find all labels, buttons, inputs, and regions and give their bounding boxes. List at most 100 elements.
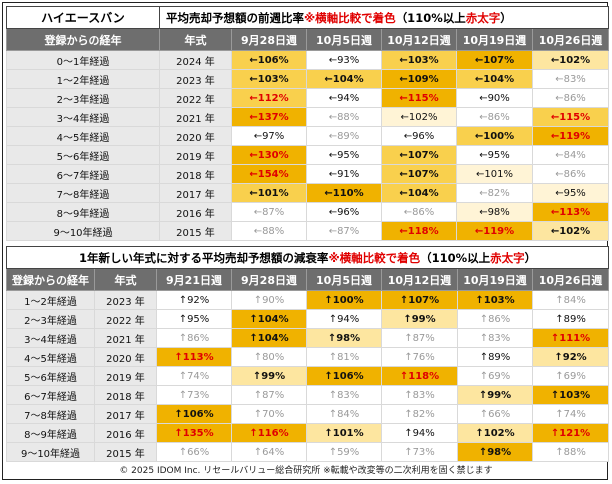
table1-title: 平均売却予想額の前週比率※横軸比較で着色（110%以上赤太字） <box>158 6 610 29</box>
value-cell: ←104% <box>381 183 457 203</box>
value-cell: ←90% <box>456 88 533 108</box>
table-row: 5～6年経過 2019 年 ←130% ←95% ←107% ←95% ←84% <box>6 145 610 165</box>
value-cell: ↑99% <box>457 385 533 405</box>
table-row: 1～2年経過 2023 年 ←103% ←104% ←109% ←104% ←83% <box>6 69 610 89</box>
column-header: 10月5日週 <box>306 268 382 291</box>
model-year: 2016 年 <box>94 423 157 443</box>
value-cell: ↑88% <box>531 442 610 462</box>
table-row: 3～4年経過 2021 年 ←137% ←88% ←102% ←86% ←115% <box>6 107 610 127</box>
vehicle-title: ハイエースバン <box>6 6 160 29</box>
value-cell: ↑74% <box>156 366 232 386</box>
row-label: 1～2年経過 <box>6 290 95 310</box>
row-label: 3～4年経過 <box>6 328 95 348</box>
value-cell: ←87% <box>306 221 382 241</box>
value-cell: ←113% <box>531 202 610 222</box>
value-cell: ↑87% <box>231 385 307 405</box>
value-cell: ←118% <box>381 221 457 241</box>
value-cell: ↑135% <box>156 423 232 443</box>
value-cell: ↑111% <box>531 328 610 348</box>
table1-red-label: 赤太字 <box>465 10 501 25</box>
column-header: 10月19日週 <box>456 28 533 51</box>
value-cell: ←101% <box>456 164 533 184</box>
table-row: 4～5年経過 2020 年 ←97% ←89% ←96% ←100% ←119% <box>6 126 610 146</box>
model-year: 2021 年 <box>94 328 157 348</box>
value-cell: ←103% <box>231 69 307 89</box>
value-cell: ←102% <box>531 221 610 241</box>
table2-title: 1年新しい年式に対する平均売却予想額の減衰率※横軸比較で着色（110%以上赤太字… <box>5 246 610 269</box>
value-cell: ←102% <box>381 107 457 127</box>
row-label: 9～10年経過 <box>6 442 95 462</box>
value-cell: ↑103% <box>531 385 610 405</box>
table-row: 9～10年経過 2015 年 ↑66% ↑64% ↑59% ↑73% ↑98% ↑88% <box>6 442 610 462</box>
column-header: 10月12日週 <box>381 268 458 291</box>
value-cell: ↑69% <box>457 366 533 386</box>
value-cell: ←87% <box>231 202 307 222</box>
value-cell: ←100% <box>456 126 533 146</box>
value-cell: ↑59% <box>306 442 382 462</box>
value-cell: ↑80% <box>231 347 307 367</box>
row-label: 8～9年経過 <box>6 423 95 443</box>
value-cell: ←84% <box>531 145 610 165</box>
value-cell: ←86% <box>456 107 533 127</box>
value-cell: ↑94% <box>306 309 382 329</box>
model-year: 2015 年 <box>94 442 157 462</box>
value-cell: ←107% <box>381 164 457 184</box>
column-header: 10月12日週 <box>381 28 457 51</box>
table2-note: ※横軸比較で着色 <box>328 250 421 265</box>
value-cell: ←115% <box>381 88 457 108</box>
value-cell: ←137% <box>231 107 307 127</box>
value-cell: ↑81% <box>306 347 382 367</box>
column-header: 10月19日週 <box>457 268 533 291</box>
value-cell: ←86% <box>531 164 610 184</box>
value-cell: ↑66% <box>156 442 232 462</box>
value-cell: ↑104% <box>231 328 307 348</box>
model-year: 2017 年 <box>94 404 157 424</box>
column-header: 9月28日週 <box>231 268 307 291</box>
value-cell: ↑66% <box>457 404 533 424</box>
value-cell: ←101% <box>231 183 307 203</box>
model-year: 2016 年 <box>159 202 232 222</box>
table-row: 6～7年経過 2018 年 ←154% ←91% ←107% ←101% ←86% <box>6 164 610 184</box>
row-label: 0～1年経過 <box>6 50 160 70</box>
model-year: 2023 年 <box>94 290 157 310</box>
value-cell: ↑98% <box>457 442 533 462</box>
weekly-ratio-table: ハイエースバン 平均売却予想額の前週比率※横軸比較で着色（110%以上赤太字） … <box>6 6 610 241</box>
value-cell: ←110% <box>306 183 382 203</box>
value-cell: ↑73% <box>156 385 232 405</box>
value-cell: ←109% <box>381 69 457 89</box>
model-year: 2020 年 <box>159 126 232 146</box>
model-year: 2021 年 <box>159 107 232 127</box>
value-cell: ←95% <box>531 183 610 203</box>
table-row: 2～3年経過 2022 年 ←112% ←94% ←115% ←90% ←86% <box>6 88 610 108</box>
table-row: 0～1年経過 2024 年 ←106% ←93% ←103% ←107% ←102% <box>6 50 610 70</box>
row-label: 4～5年経過 <box>6 347 95 367</box>
table2-red-label: 赤太字 <box>490 250 525 265</box>
value-cell: ←82% <box>456 183 533 203</box>
value-cell: ↑106% <box>306 366 382 386</box>
table-row: 6～7年経過 2018 年 ↑73% ↑87% ↑83% ↑83% ↑99% ↑103% <box>6 385 610 405</box>
table-row: 8～9年経過 2016 年 ←87% ←96% ←86% ←98% ←113% <box>6 202 610 222</box>
value-cell: ←102% <box>531 50 610 70</box>
value-cell: ←107% <box>381 145 457 165</box>
column-header: 登録からの経年 <box>6 28 160 51</box>
value-cell: ←95% <box>306 145 382 165</box>
table-row: 7～8年経過 2017 年 ←101% ←110% ←104% ←82% ←95% <box>6 183 610 203</box>
value-cell: ↑74% <box>531 404 610 424</box>
value-cell: ←86% <box>531 88 610 108</box>
column-header: 年式 <box>94 268 157 291</box>
column-header: 10月26日週 <box>531 28 610 51</box>
column-header: 10月5日週 <box>306 28 382 51</box>
value-cell: ↑118% <box>381 366 458 386</box>
model-year: 2023 年 <box>159 69 232 89</box>
value-cell: ↑121% <box>531 423 610 443</box>
value-cell: ↑84% <box>531 290 610 310</box>
decay-rate-table: 1年新しい年式に対する平均売却予想額の減衰率※横軸比較で着色（110%以上赤太字… <box>5 246 610 462</box>
model-year: 2019 年 <box>159 145 232 165</box>
value-cell: ↑104% <box>231 309 307 329</box>
model-year: 2019 年 <box>94 366 157 386</box>
row-label: 7～8年経過 <box>6 404 95 424</box>
value-cell: ↑98% <box>306 328 382 348</box>
row-label: 3～4年経過 <box>6 107 160 127</box>
row-label: 1～2年経過 <box>6 69 160 89</box>
